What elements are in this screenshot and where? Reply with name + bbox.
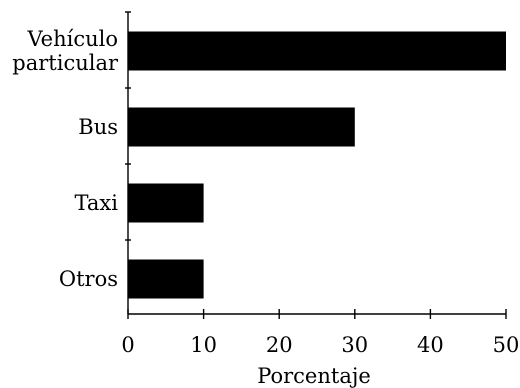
axes-group: [127, 12, 506, 315]
bars-group: [128, 31, 506, 299]
category-label-line: Vehículo: [26, 27, 118, 51]
category-label: Taxi: [75, 191, 119, 215]
category-label: Vehículo particular: [12, 27, 119, 75]
x-tick-label: 40: [417, 333, 444, 357]
ticks-group: 0 10 20 30 40 50: [121, 11, 520, 357]
x-tick-label: 30: [341, 333, 368, 357]
category-label-line: particular: [12, 51, 119, 75]
category-label-line: Bus: [78, 115, 118, 139]
x-tick-label: 10: [190, 333, 217, 357]
bar: [128, 107, 355, 147]
bar: [128, 31, 506, 71]
category-label-line: Otros: [59, 267, 118, 291]
category-label: Bus: [78, 115, 118, 139]
x-tick-label: 20: [266, 333, 293, 357]
category-labels-group: Vehículo particular Bus Taxi Otros: [12, 27, 119, 291]
category-label: Otros: [59, 267, 118, 291]
x-axis-title: Porcentaje: [257, 364, 371, 388]
bar: [128, 259, 204, 299]
x-tick-label: 50: [493, 333, 520, 357]
category-label-line: Taxi: [75, 191, 119, 215]
bar: [128, 183, 204, 223]
x-tick-label: 0: [121, 333, 134, 357]
